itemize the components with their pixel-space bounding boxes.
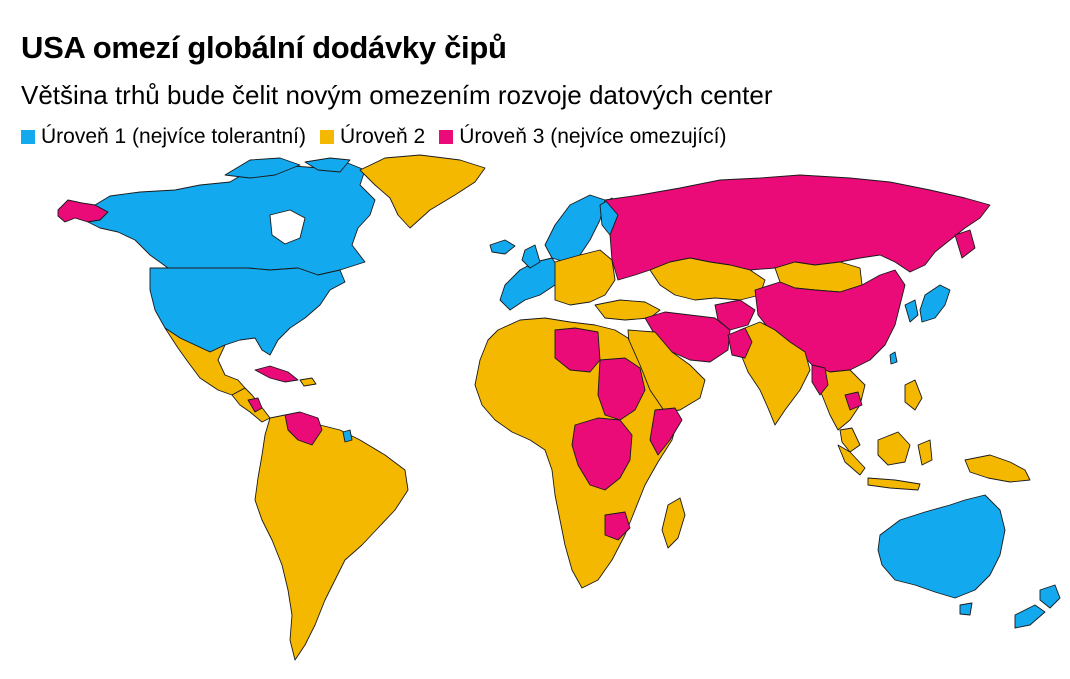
region-zimbabwe bbox=[604, 511, 631, 541]
legend-item-tier-3: Úroveň 3 (nejvíce omezující) bbox=[439, 125, 726, 149]
legend-swatch-tier-1 bbox=[21, 130, 35, 144]
region-japan bbox=[919, 284, 951, 323]
region-canada-arctic-2 bbox=[304, 157, 351, 173]
region-afghanistan bbox=[714, 299, 756, 331]
region-greenland bbox=[359, 154, 486, 229]
region-south-america bbox=[254, 414, 409, 661]
region-australia bbox=[877, 494, 1006, 599]
region-india bbox=[739, 321, 811, 426]
region-turkey bbox=[594, 299, 661, 321]
region-eastern-europe bbox=[554, 249, 616, 306]
world-map bbox=[0, 150, 1070, 679]
region-mexico bbox=[164, 327, 246, 396]
page-title: USA omezí globální dodávky čipů bbox=[21, 30, 507, 65]
region-iceland bbox=[489, 239, 516, 255]
region-new-zealand-south bbox=[1014, 604, 1046, 629]
region-libya bbox=[554, 327, 601, 373]
region-new-zealand-north bbox=[1039, 584, 1061, 609]
legend-item-tier-2: Úroveň 2 bbox=[319, 125, 426, 149]
legend-label-tier-1: Úroveň 1 (nejvíce tolerantní) bbox=[41, 125, 306, 148]
legend-item-tier-1: Úroveň 1 (nejvíce tolerantní) bbox=[21, 125, 306, 149]
region-malaysia bbox=[839, 427, 861, 453]
legend-label-tier-3: Úroveň 3 (nejvíce omezující) bbox=[459, 125, 727, 148]
region-nicaragua bbox=[247, 397, 263, 413]
page-subtitle: Většina trhů bude čelit novým omezením r… bbox=[21, 80, 773, 110]
region-french-guiana bbox=[342, 429, 353, 443]
region-taiwan bbox=[889, 351, 898, 365]
water-hudson-bay bbox=[269, 209, 306, 245]
region-kamchatka bbox=[954, 229, 976, 259]
region-somalia bbox=[649, 407, 683, 456]
region-philippines bbox=[904, 379, 923, 411]
region-sudan bbox=[597, 357, 646, 421]
region-myanmar bbox=[811, 364, 829, 396]
region-tasmania bbox=[959, 602, 973, 616]
region-pakistan bbox=[727, 327, 753, 359]
legend-swatch-tier-2 bbox=[319, 130, 334, 144]
region-cuba bbox=[254, 365, 299, 383]
region-central-africa bbox=[571, 417, 633, 491]
region-madagascar bbox=[661, 497, 686, 549]
region-new-guinea bbox=[964, 454, 1031, 483]
region-canada bbox=[87, 161, 376, 276]
region-korea bbox=[904, 299, 919, 323]
region-borneo bbox=[877, 431, 911, 466]
region-sumatra bbox=[837, 444, 866, 476]
region-russia bbox=[604, 174, 991, 281]
region-java bbox=[867, 477, 921, 491]
legend: Úroveň 1 (nejvíce tolerantní) Úroveň 2 Ú… bbox=[21, 125, 740, 149]
region-sulawesi bbox=[917, 439, 933, 466]
region-caribbean bbox=[299, 377, 317, 387]
world-map-svg bbox=[57, 154, 1061, 661]
legend-swatch-tier-3 bbox=[439, 130, 454, 144]
region-canada-arctic bbox=[224, 157, 301, 179]
region-venezuela bbox=[284, 411, 323, 446]
legend-label-tier-2: Úroveň 2 bbox=[339, 125, 426, 148]
region-uk bbox=[521, 244, 541, 269]
region-cambodia-laos bbox=[844, 391, 863, 411]
